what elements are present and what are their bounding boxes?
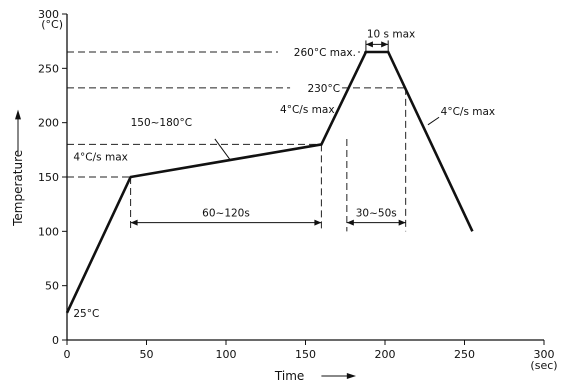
reference-label-bg — [277, 44, 358, 59]
x-tick-label: 0 — [64, 348, 71, 361]
span-arrowhead — [381, 41, 389, 48]
span-label: 10 s max — [367, 28, 415, 40]
x-tick-label: 200 — [375, 348, 396, 361]
span-label: 30~50s — [356, 208, 397, 220]
x-tick-label: 50 — [140, 348, 154, 361]
annotation-cool: 4°C/s max — [441, 106, 495, 118]
reference-label: 230°C — [307, 83, 340, 95]
series-line — [65, 50, 474, 314]
x-axis-title: Time — [274, 369, 304, 383]
reference-label: 260°C max. — [294, 47, 356, 59]
y-tick-label: 100 — [38, 225, 59, 238]
y-tick-label: 150 — [38, 171, 59, 184]
annotation-soak: 150~180°C — [131, 117, 192, 129]
x-tick-label: 100 — [216, 348, 237, 361]
y-tick-label: 200 — [38, 117, 59, 130]
annotation-start-temp: 25°C — [73, 308, 99, 320]
annotation-ramp2: 4°C/s max — [280, 104, 334, 116]
annotation-cool-leader — [427, 116, 440, 126]
y-tick-label: 250 — [38, 62, 59, 75]
y-tick-label: 300 — [38, 8, 59, 21]
y-tick-label: 0 — [52, 334, 59, 347]
y-axis-title: Temperature — [11, 150, 25, 227]
x-tick-label: 150 — [295, 348, 316, 361]
x-tick-label: 300 — [534, 348, 555, 361]
span-arrowhead — [398, 219, 406, 226]
span-label: 60~120s — [202, 208, 250, 220]
annotation-soak-leader — [214, 138, 232, 161]
span-arrowhead — [365, 41, 373, 48]
y-tick-label: 50 — [45, 280, 59, 293]
span-arrowhead — [346, 219, 354, 226]
x-tick-label: 250 — [454, 348, 475, 361]
span-arrowhead — [130, 219, 138, 226]
x-axis-title-arrowhead — [346, 373, 357, 379]
span-arrowhead — [314, 219, 322, 226]
y-unit-label: (°C) — [41, 18, 63, 31]
annotation-ramp1: 4°C/s max — [73, 152, 127, 164]
reference-label-bg — [290, 79, 343, 94]
y-axis-title-arrowhead — [15, 109, 21, 120]
x-unit-label: (sec) — [530, 359, 557, 372]
